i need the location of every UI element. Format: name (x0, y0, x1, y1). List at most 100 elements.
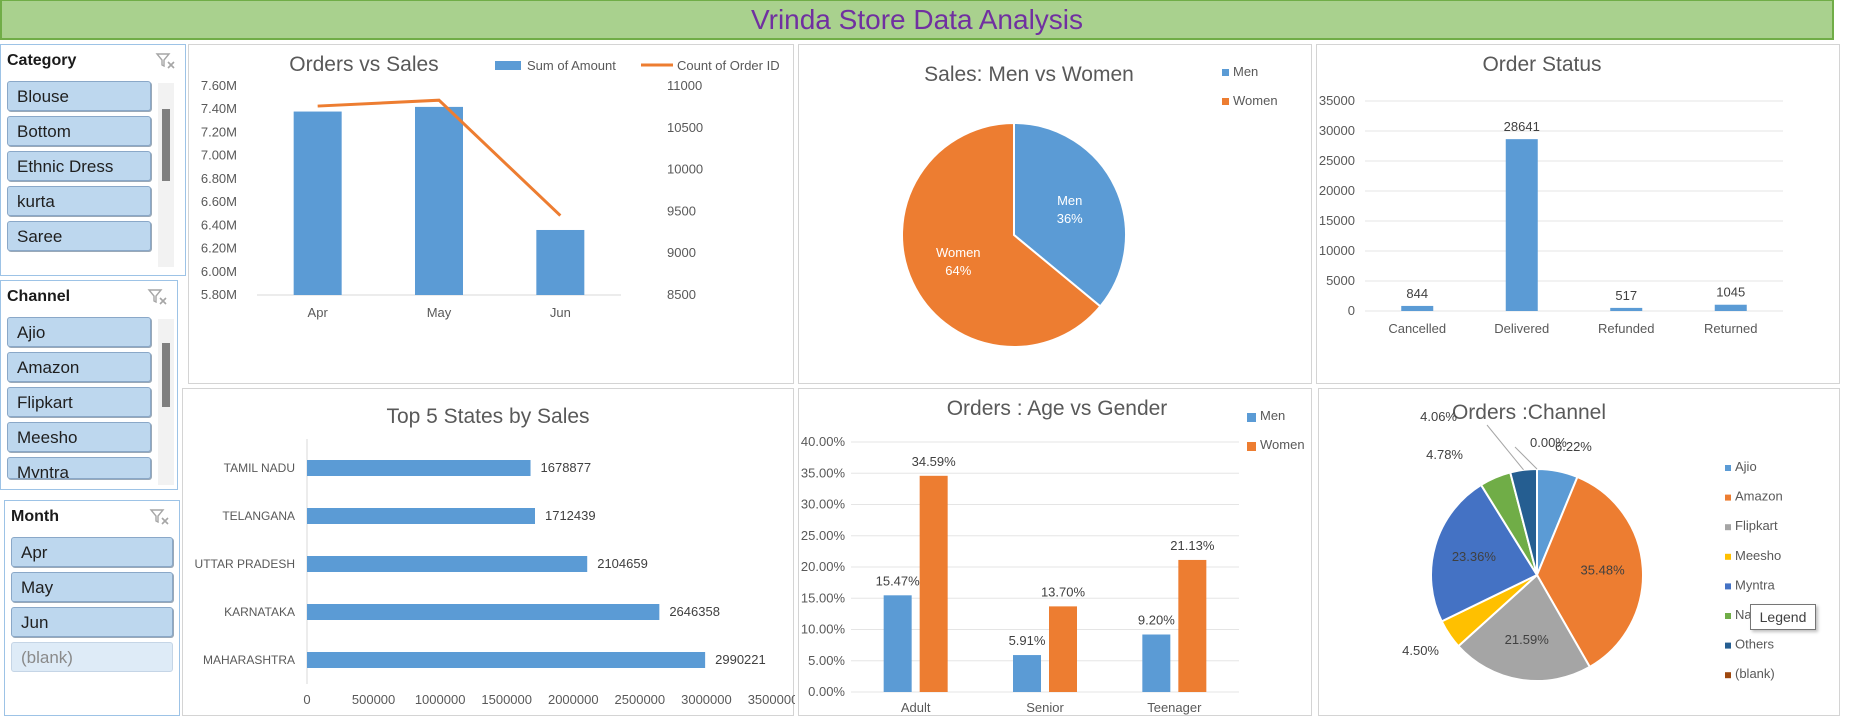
channel-scrollbar-thumb[interactable] (162, 343, 170, 407)
y-tick-label: 10.00% (801, 622, 846, 637)
category-scrollbar-thumb[interactable] (162, 109, 170, 181)
chart-title: Top 5 States by Sales (386, 405, 589, 428)
legend-swatch-ajio (1725, 465, 1731, 471)
channel-item-ajio[interactable]: Ajio (7, 317, 151, 347)
chart-title: Order Status (1482, 53, 1601, 76)
clear-filter-icon[interactable] (149, 508, 171, 526)
y-tick-label: 15000 (1319, 213, 1355, 228)
y-tick-label: 5000 (1326, 273, 1355, 288)
x-tick-label: 1500000 (481, 692, 532, 707)
legend-label-others: Others (1735, 637, 1775, 652)
clear-filter-icon[interactable] (155, 52, 177, 70)
y-tick-label: 10000 (1319, 243, 1355, 258)
category-slicer-title: Category (7, 52, 77, 69)
legend-label-sum-of-amount: Sum of Amount (527, 58, 616, 73)
orders-vs-sales-chart: Orders vs Sales Sum of Amount Count of Ord… (201, 53, 780, 320)
orders-channel-panel[interactable]: Orders :Channel 6.22% 35.48% 21.59% 4.50% 23.… (1318, 388, 1840, 716)
month-item-apr[interactable]: Apr (11, 537, 173, 567)
month-item-jun[interactable]: Jun (11, 607, 173, 637)
y-tick-label-left: 6.80M (201, 171, 237, 186)
legend-label-meesho: Meesho (1735, 548, 1781, 563)
category-item-saree[interactable]: Saree (7, 221, 151, 251)
y-tick-label-right: 11000 (667, 78, 702, 93)
y-tick-label: 30.00% (801, 497, 846, 512)
channel-item-meesho[interactable]: Meesho (7, 422, 151, 452)
y-tick-label: KARNATAKA (224, 605, 295, 619)
y-tick-label-left: 6.60M (201, 194, 237, 209)
data-label: 28641 (1504, 119, 1540, 134)
x-tick-label: Apr (308, 305, 329, 320)
channel-item-amazon[interactable]: Amazon (7, 352, 151, 382)
clear-filter-icon[interactable] (147, 288, 169, 306)
chart-title: Orders : Age vs Gender (947, 397, 1168, 420)
x-tick-label: Teenager (1147, 700, 1202, 715)
slice-label-women: Women (936, 245, 981, 260)
month-slicer-title: Month (11, 508, 59, 525)
orders-vs-sales-panel[interactable]: Orders vs Sales Sum of Amount Count of Ord… (188, 44, 794, 384)
category-slicer[interactable]: Category Blouse Bottom Ethnic Dress kurt… (0, 44, 186, 276)
slice-label-men: Men (1057, 193, 1082, 208)
month-slicer-header: Month (5, 501, 179, 533)
pie-slice-flipkart (1456, 573, 1592, 682)
data-label: 9.20% (1138, 613, 1175, 628)
age-vs-gender-panel[interactable]: Orders : Age vs Gender 40.00% 35.00% 30.00%… (798, 388, 1312, 716)
data-label-myntra: 23.36% (1452, 549, 1497, 564)
bar-jun (536, 229, 585, 295)
order-status-panel[interactable]: Order Status 35000 30000 25000 20000 15000 100… (1316, 44, 1840, 384)
category-item-kurta[interactable]: kurta (7, 186, 151, 216)
channel-slicer[interactable]: Channel Ajio Amazon Flipkart Meesho Mynt… (0, 280, 178, 490)
bar-maharashtra (307, 652, 706, 668)
legend-swatch-women (1222, 98, 1229, 105)
category-item-ethnic-dress[interactable]: Ethnic Dress (7, 151, 151, 181)
slice-pct-women: 64% (945, 263, 971, 278)
pie-slice-men (1013, 121, 1127, 308)
channel-item-flipkart[interactable]: Flipkart (7, 387, 151, 417)
channel-item-myntra[interactable]: Myntra (7, 457, 151, 479)
x-tick-label: 3500000 (748, 692, 795, 707)
men-vs-women-panel[interactable]: Sales: Men vs Women Men 36% Women 64% Men Wome… (798, 44, 1312, 384)
data-label: 13.70% (1041, 584, 1086, 599)
bar-returned (1714, 304, 1747, 311)
order-status-chart: Order Status 35000 30000 25000 20000 15000 100… (1319, 53, 1783, 336)
month-slicer[interactable]: Month Apr May Jun (blank) (4, 500, 180, 716)
channel-slicer-title: Channel (7, 288, 71, 305)
legend-label-men: Men (1260, 408, 1285, 423)
y-tick-label: TAMIL NADU (224, 461, 295, 475)
data-label: 1678877 (541, 460, 592, 475)
data-label: 2990221 (715, 652, 766, 667)
bar-tamil-nadu (307, 460, 531, 476)
category-item-blouse[interactable]: Blouse (7, 81, 151, 111)
month-item-may[interactable]: May (11, 572, 173, 602)
month-item-blank[interactable]: (blank) (11, 642, 173, 672)
y-tick-label-left: 7.60M (201, 78, 237, 93)
data-label: 5.91% (1009, 633, 1046, 648)
y-tick-label-left: 7.40M (201, 101, 237, 116)
category-scrollbar[interactable] (158, 83, 174, 267)
dashboard-title: Vrinda Store Data Analysis (750, 3, 1084, 35)
y-tick-label: 30000 (1319, 123, 1355, 138)
legend-swatch-men (1222, 69, 1229, 76)
leader-line-others (1486, 424, 1524, 471)
bar-delivered (1505, 139, 1538, 311)
x-tick-label: 3000000 (681, 692, 732, 707)
legend-label-myntra: Myntra (1735, 577, 1776, 592)
top-states-panel[interactable]: Top 5 States by Sales 0 500000 1000000 15000… (182, 388, 795, 716)
legend-swatch-flipkart (1725, 524, 1731, 531)
men-vs-women-chart: Sales: Men vs Women Men 36% Women 64% Men Wome… (901, 63, 1278, 348)
bar-uttar-pradesh (307, 556, 588, 572)
y-tick-label-left: 6.20M (201, 241, 237, 256)
legend-label-ajio: Ajio (1735, 459, 1757, 474)
bar-men-adult (883, 595, 912, 692)
bar-women-teenager (1178, 559, 1207, 692)
y-tick-label-right: 9000 (667, 245, 696, 260)
channel-scrollbar[interactable] (158, 319, 174, 485)
data-label: 1712439 (545, 508, 596, 523)
bar-men-senior (1013, 655, 1041, 692)
x-tick-label: 2500000 (615, 692, 666, 707)
category-item-bottom[interactable]: Bottom (7, 116, 151, 146)
x-tick-label: 0 (303, 692, 310, 707)
y-tick-label-left: 6.40M (201, 217, 237, 232)
y-tick-label-left: 7.20M (201, 124, 237, 139)
y-tick-label: 40.00% (801, 434, 846, 449)
legend-label-flipkart: Flipkart (1735, 518, 1778, 533)
